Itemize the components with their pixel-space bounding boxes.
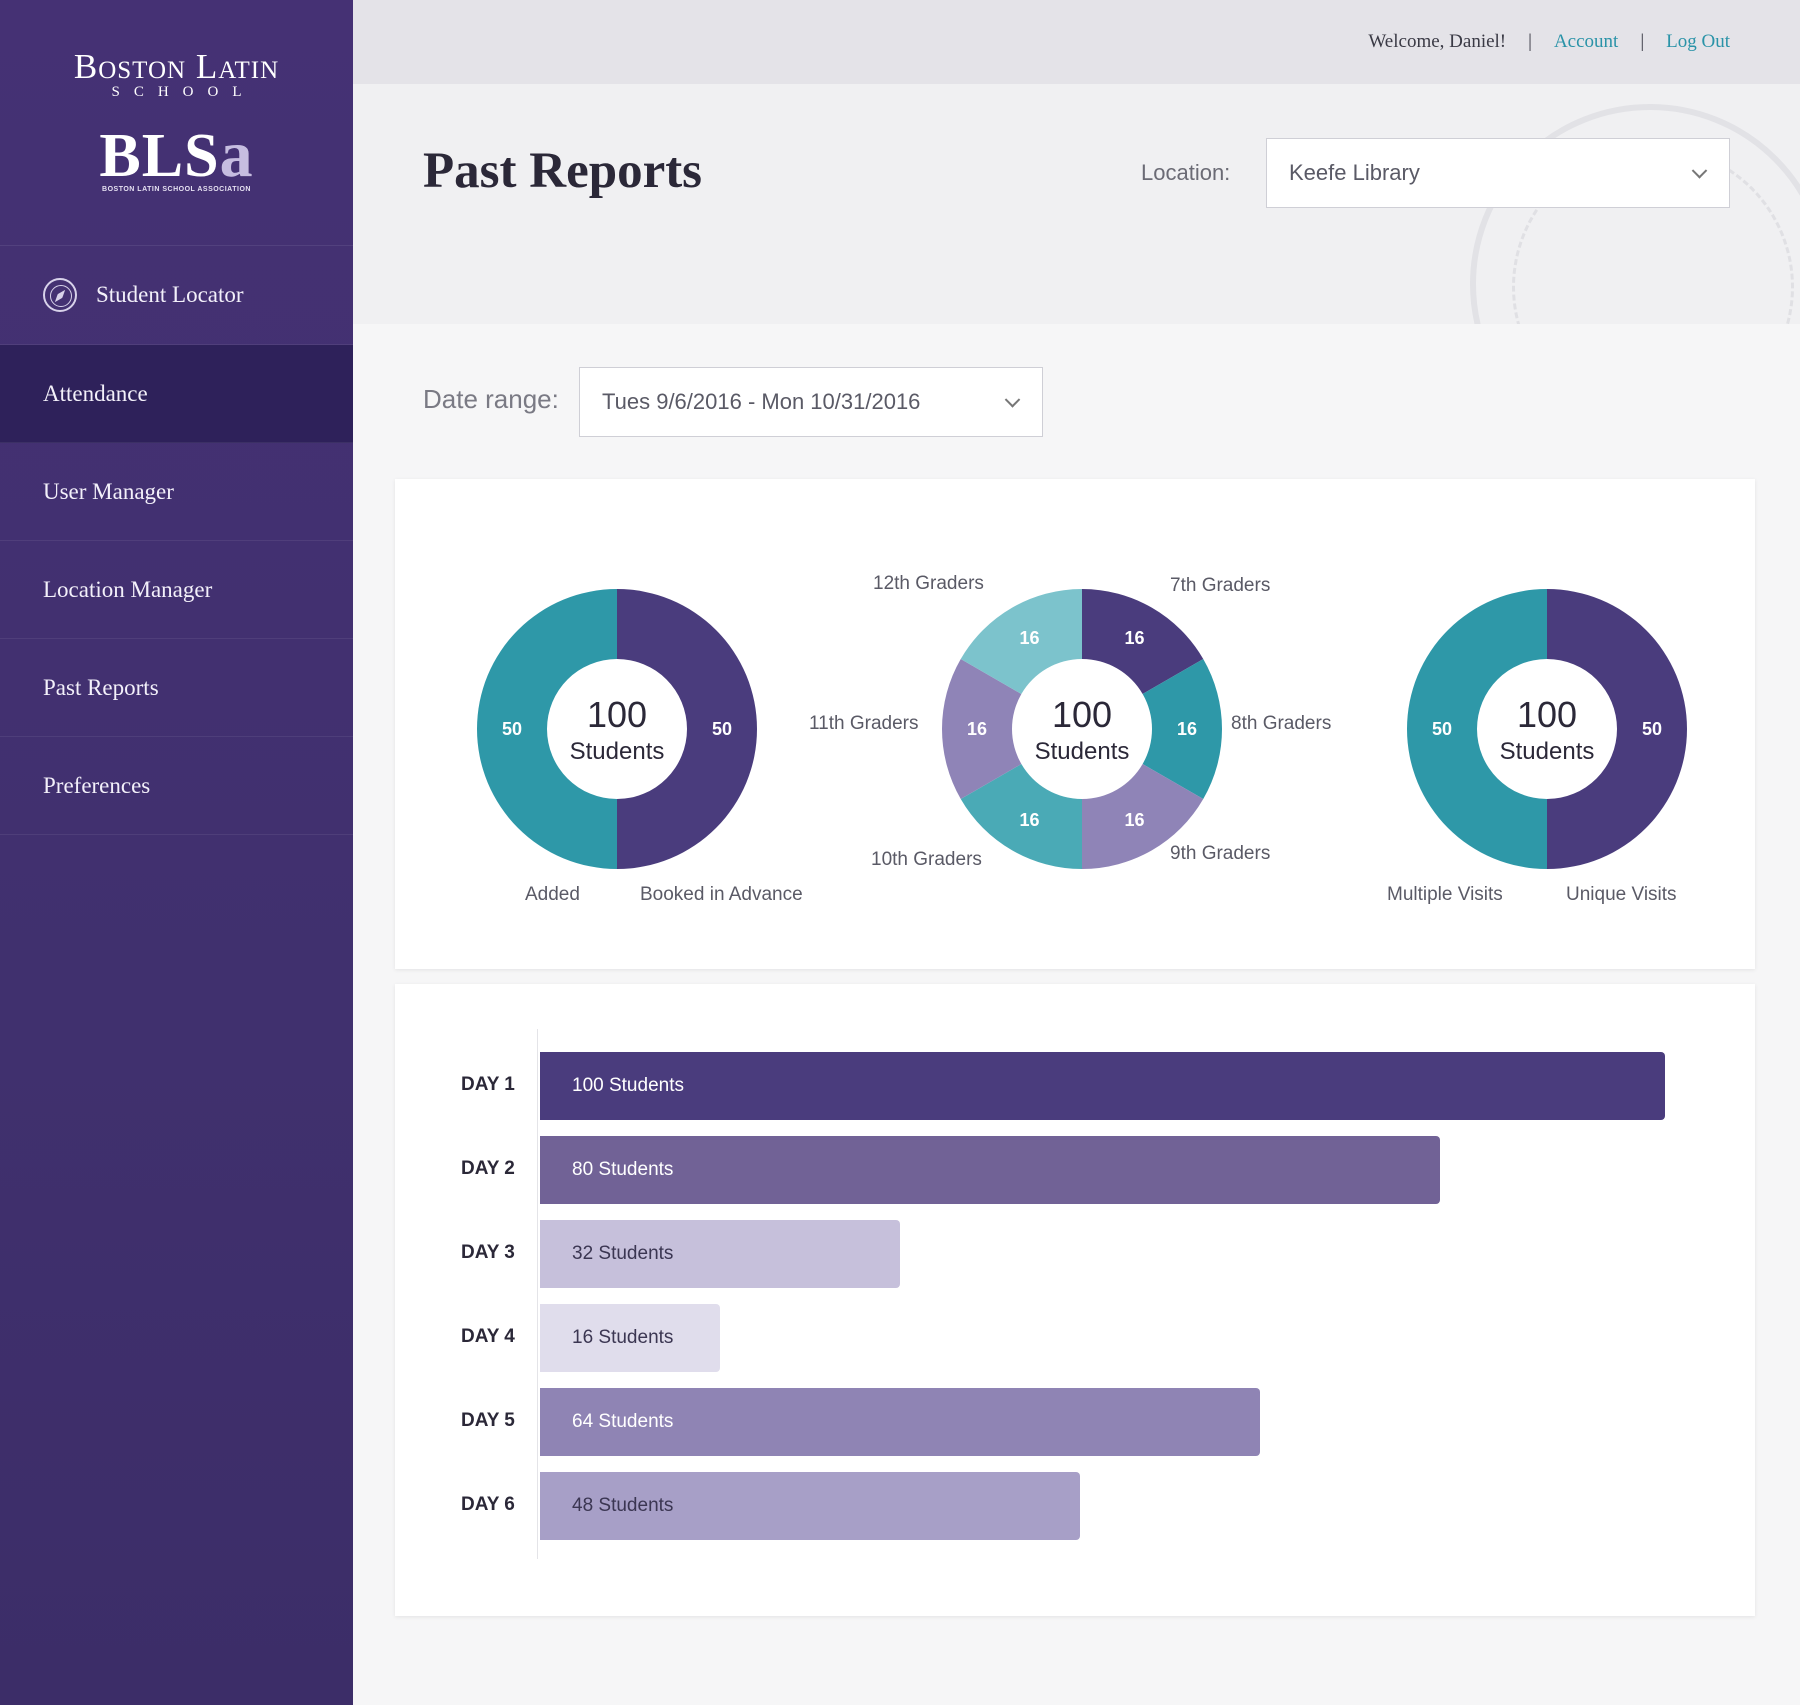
donut-center-label: Students [570,738,665,765]
donut-center-value: 100 [1052,694,1112,735]
bar-value-label: 32 Students [572,1243,674,1264]
bar-category-label: DAY 2 [461,1158,515,1179]
main-content: Date range: Tues 9/6/2016 - Mon 10/31/20… [353,324,1800,1705]
date-range-label: Date range: [423,384,559,414]
donut-charts-card: 50 50 100 Students 16 16 16 16 16 16 100 Students 50… [395,479,1755,969]
donut-slice-value: 16 [1124,628,1144,648]
bar: 32 Students [540,1220,900,1288]
blsa-logo: BLSa [0,122,353,188]
donut-slice-value: 16 [1019,628,1039,648]
school-name: Boston Latin [73,47,280,86]
donut-slice-value: 16 [1124,810,1144,830]
sidebar-item-location-manager[interactable]: Location Manager [0,541,353,639]
donut-center-value: 100 [587,694,647,735]
school-subtitle: SCHOOL [111,84,256,100]
legend-11th: 11th Graders [809,713,919,734]
separator: | [1528,31,1532,52]
logout-link[interactable]: Log Out [1666,31,1730,52]
legend-added: Added [525,884,580,905]
date-range-select[interactable]: Tues 9/6/2016 - Mon 10/31/2016 [579,367,1043,437]
donut-center-value: 100 [1517,694,1577,735]
bar-value-label: 100 Students [572,1075,684,1096]
compass-icon [43,278,77,312]
donut-slice-value: 50 [1432,719,1452,739]
donut-slice [942,659,1022,799]
legend-7th: 7th Graders [1170,575,1271,596]
school-seal-watermark [1470,104,1800,324]
legend-12th: 12th Graders [873,573,984,594]
bar-value-label: 64 Students [572,1411,674,1432]
donut-slice-value: 16 [967,719,987,739]
sidebar-item-label: Attendance [43,380,148,406]
legend-10th: 10th Graders [871,849,982,870]
location-select[interactable]: Keefe Library [1266,138,1730,208]
legend-booked: Booked in Advance [640,884,803,905]
chevron-down-icon [1004,392,1021,408]
bar: 64 Students [540,1388,1260,1456]
date-range-value: Tues 9/6/2016 - Mon 10/31/2016 [602,389,921,414]
donut-charts: 50 50 100 Students 16 16 16 16 16 16 100 Students 50… [477,589,1687,869]
sidebar-item-student-locator[interactable]: Student Locator [0,246,353,345]
sidebar: Boston Latin SCHOOL BLSa BOSTON LATIN SC… [0,0,353,1705]
donut-slice [1547,589,1687,869]
bar: 48 Students [540,1472,1080,1540]
bar-category-label: DAY 4 [461,1326,515,1347]
legend-9th: 9th Graders [1170,843,1271,864]
chevron-down-icon [1691,163,1708,179]
sidebar-item-label: Student Locator [96,282,244,307]
bar: 80 Students [540,1136,1440,1204]
bar-category-label: DAY 5 [461,1410,515,1431]
donut-slice [1142,659,1222,799]
sidebar-item-attendance[interactable]: Attendance [0,345,353,443]
donut-slice-value: 50 [502,719,522,739]
logo-tagline: BOSTON LATIN SCHOOL ASSOCIATION [102,186,251,193]
donut-slice-value: 16 [1019,810,1039,830]
page-title: Past Reports [423,143,703,199]
sidebar-item-label: Location Manager [43,576,213,602]
sidebar-item-label: User Manager [43,478,174,504]
location-value: Keefe Library [1289,160,1420,185]
donut-slice [960,589,1082,694]
legend-multiple-visits: Multiple Visits [1387,884,1503,905]
legend-unique-visits: Unique Visits [1566,884,1677,905]
location-label: Location: [1141,160,1231,185]
donut-slice-value: 50 [712,719,732,739]
sidebar-item-label: Preferences [43,772,151,798]
bar-value-label: 48 Students [572,1495,674,1516]
donut-slice-value: 16 [1177,719,1197,739]
logo-main: BLS [99,122,220,190]
top-bar: Welcome, Daniel! | Account | Log Out [353,0,1800,84]
donut-slice [1407,589,1547,869]
welcome-text: Welcome, Daniel! [1368,31,1507,52]
separator: | [1640,31,1645,52]
logo-accent: a [219,118,254,191]
legend-8th: 8th Graders [1231,713,1332,734]
bar: 16 Students [540,1304,720,1372]
page-header: Past Reports Location: Keefe Library [353,84,1800,324]
bar-category-label: DAY 1 [461,1074,515,1095]
account-link[interactable]: Account [1553,31,1619,52]
donut-slice [1082,589,1204,694]
bar-category-label: DAY 6 [461,1494,515,1515]
bar-value-label: 16 Students [572,1327,674,1348]
bar-category-label: DAY 3 [461,1242,515,1263]
donut-slice [477,589,617,869]
donut-center-label: Students [1035,738,1130,765]
donut-slice [960,764,1082,869]
sidebar-item-preferences[interactable]: Preferences [0,737,353,835]
bar: 100 Students [540,1052,1665,1120]
attendance-bar-chart-card: DAY 1 100 Students DAY 2 80 Students DAY 3 32… [395,984,1755,1616]
sidebar-item-label: Past Reports [43,674,159,700]
donut-center-label: Students [1500,738,1595,765]
brand-logo[interactable]: Boston Latin SCHOOL BLSa BOSTON LATIN SC… [0,0,353,246]
sidebar-item-past-reports[interactable]: Past Reports [0,639,353,737]
sidebar-item-user-manager[interactable]: User Manager [0,443,353,541]
bar-value-label: 80 Students [572,1159,674,1180]
bar-chart-axis [537,1029,538,1559]
donut-slice-value: 50 [1642,719,1662,739]
donut-slice [1082,764,1204,869]
donut-slice [617,589,757,869]
